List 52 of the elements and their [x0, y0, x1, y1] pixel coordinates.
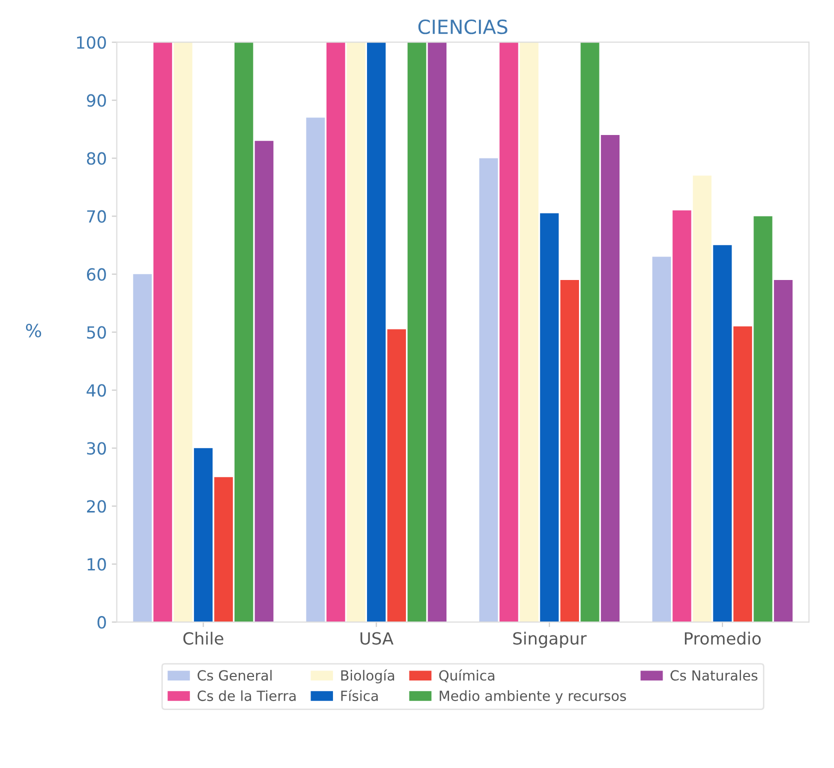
y-tick-label: 0: [98, 616, 106, 629]
y-tick-label: 80: [86, 152, 106, 165]
legend-label: Física: [341, 690, 378, 702]
y-axis-title: %: [26, 324, 42, 338]
bar: [174, 42, 192, 622]
legend-label: Cs de la Tierra: [198, 690, 296, 702]
y-tick-label: 70: [87, 210, 106, 223]
x-tick-label: USA: [360, 632, 394, 645]
bar: [520, 42, 538, 622]
bar: [580, 42, 600, 622]
legend-label: Cs Naturales: [670, 670, 758, 681]
bar: [153, 42, 172, 622]
bar: [194, 448, 213, 622]
bar: [479, 158, 498, 622]
bar: [672, 210, 692, 622]
y-tick-label: 40: [86, 384, 106, 397]
legend-label: Química: [439, 669, 494, 682]
bar: [408, 42, 426, 622]
bar: [692, 176, 712, 622]
bar: [754, 216, 772, 622]
bar: [346, 42, 366, 622]
bar: [713, 245, 732, 622]
y-tick-label: 60: [86, 268, 106, 281]
bar: [214, 477, 233, 622]
y-tick-label: 10: [88, 558, 106, 571]
bar: [306, 118, 325, 622]
y-tick-label: 50: [87, 326, 106, 339]
legend-label: Medio ambiente y recursos: [440, 690, 626, 704]
bar: [367, 42, 386, 622]
x-tick-label: Promedio: [684, 632, 761, 645]
x-tick-label: Singapur: [513, 632, 587, 648]
x-tick-label: Chile: [183, 632, 224, 645]
bar: [254, 140, 274, 622]
bar: [560, 280, 579, 622]
bar: [500, 42, 518, 622]
bar: [387, 329, 406, 622]
bar: [774, 280, 793, 622]
y-tick-label: 100: [77, 36, 106, 49]
bar: [133, 274, 152, 622]
bar: [733, 326, 752, 622]
y-tick-label: 30: [87, 442, 106, 455]
legend-label: Cs General: [198, 670, 272, 681]
y-tick-label: 20: [87, 500, 106, 513]
y-tick-label: 90: [86, 94, 106, 107]
bar: [428, 42, 446, 622]
bar: [234, 42, 254, 622]
legend-label: Biología: [341, 669, 394, 684]
bar: [600, 135, 620, 622]
bar: [652, 256, 671, 622]
chart-title: CIENCIAS: [418, 19, 508, 34]
bar: [326, 42, 346, 622]
bar: [540, 213, 559, 622]
